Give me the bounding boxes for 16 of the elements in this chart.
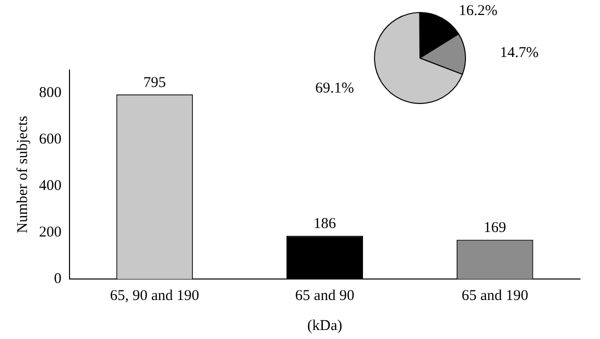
- data-label: 14.7%: [500, 44, 539, 61]
- y-tick-label: 0: [54, 270, 62, 287]
- y-tick-label: 600: [39, 132, 62, 148]
- y-tick-label: 400: [39, 178, 62, 194]
- x-tick-label: 65 and 190: [462, 288, 528, 304]
- data-label: 69.1%: [315, 80, 354, 96]
- data-label: 186: [314, 216, 336, 232]
- data-label: 169: [484, 220, 506, 236]
- y-tick-label: 800: [39, 85, 62, 102]
- x-tick-label: 65, 90 and 190: [110, 288, 200, 304]
- data-label: 16.2%: [458, 3, 498, 20]
- data-label: 795: [143, 74, 166, 91]
- x-tick-label: 65 and 90: [295, 288, 354, 304]
- y-tick-label: 200: [39, 224, 62, 240]
- y-axis-title: Number of subjects: [14, 116, 31, 234]
- x-axis-title: (kDa): [307, 318, 342, 334]
